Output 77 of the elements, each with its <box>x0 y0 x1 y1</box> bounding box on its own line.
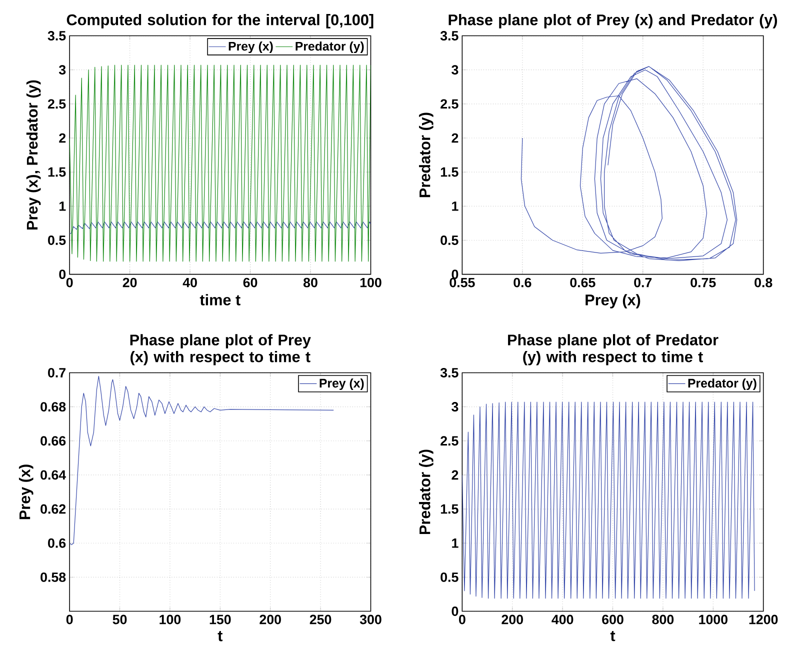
y-tick-label: 1.5 <box>440 504 458 514</box>
x-tick-label: 50 <box>112 614 127 624</box>
x-tick-label: 1000 <box>699 614 728 624</box>
y-tick-label: 2.5 <box>48 99 66 109</box>
y-tick-label: 3 <box>452 65 458 75</box>
line-series <box>462 402 755 599</box>
x-tick-label: 100 <box>360 278 382 288</box>
y-tick-label: 0 <box>59 270 66 280</box>
y-tick-label: 0.5 <box>48 236 66 245</box>
x-tick-label: 40 <box>182 278 197 288</box>
x-tick-label: 200 <box>260 614 281 624</box>
x-tick-label: 0.65 <box>570 278 596 288</box>
y-tick-label: 0 <box>452 606 458 616</box>
legend-label: Prey (x) <box>320 378 364 390</box>
x-tick-label: 20 <box>122 278 137 288</box>
x-tick-label: 1200 <box>749 614 778 624</box>
y-tick-label: 3.5 <box>440 31 458 41</box>
line-series <box>70 64 371 262</box>
y-axis-title: Predator (y) <box>419 450 434 534</box>
chart-title: Phase plane plot of Prey (x) with respect to time t <box>130 334 311 366</box>
y-axis-title: Prey (x) <box>18 464 34 520</box>
y-axis-title: Prey (x), Predator (y) <box>26 80 41 230</box>
y-tick-label: 0.66 <box>40 436 66 446</box>
y-tick-label: 0.64 <box>40 470 66 480</box>
y-tick-label: 3 <box>452 402 458 412</box>
x-tick-label: 250 <box>310 614 332 624</box>
y-tick-label: 0.68 <box>40 402 66 412</box>
y-tick-label: 1.5 <box>440 167 458 177</box>
x-tick-label: 80 <box>303 278 318 288</box>
y-tick-label: 2 <box>452 133 458 143</box>
x-axis-title: Prey (x) <box>586 294 640 308</box>
y-tick-label: 3 <box>58 65 66 75</box>
chart-title: Phase plane plot of Predator (y) with respect to time t <box>508 334 718 366</box>
x-axis-title: time t <box>200 294 240 306</box>
legend-label: Predator (y) <box>296 42 364 54</box>
y-tick-label: 3.5 <box>440 368 458 378</box>
x-axis-title: t <box>218 631 223 642</box>
y-tick-label: 2.5 <box>440 99 458 109</box>
x-tick-label: 150 <box>210 614 231 624</box>
x-tick-label: 800 <box>652 614 674 624</box>
line-series <box>70 222 371 234</box>
y-axis-title: Predator (y) <box>419 112 434 198</box>
y-tick-label: 2 <box>452 470 458 480</box>
x-tick-label: 200 <box>502 614 523 624</box>
y-tick-label: 0 <box>452 270 458 280</box>
x-tick-label: 0.55 <box>450 278 475 288</box>
x-tick-label: 0 <box>66 278 73 288</box>
x-tick-label: 0.6 <box>514 278 532 288</box>
y-tick-label: 2 <box>59 133 66 143</box>
x-tick-label: 300 <box>360 614 382 624</box>
chart-title: Phase plane plot of Prey (x) and Predator (y) <box>448 14 778 28</box>
y-tick-label: 3.5 <box>48 31 66 41</box>
y-tick-label: 0.6 <box>48 538 66 548</box>
y-tick-label: 1 <box>452 538 458 548</box>
y-tick-label: 0.62 <box>40 504 66 514</box>
x-tick-label: 0 <box>66 614 73 624</box>
legend-label: Prey (x) <box>228 42 273 54</box>
x-tick-label: 0.7 <box>634 278 652 288</box>
line-series <box>520 66 738 261</box>
x-tick-label: 60 <box>243 278 258 288</box>
x-axis-title: t <box>610 631 616 642</box>
chart-title: Computed solution for the interval [0,100] <box>66 14 374 28</box>
x-tick-label: 400 <box>552 614 574 624</box>
x-tick-label: 0.75 <box>690 278 716 288</box>
x-tick-label: 0 <box>459 614 466 624</box>
y-tick-label: 0.58 <box>40 572 66 582</box>
x-tick-label: 600 <box>602 614 624 624</box>
x-tick-label: 0.8 <box>754 278 772 288</box>
y-tick-label: 2.5 <box>440 436 458 446</box>
y-tick-label: 0.7 <box>48 368 66 378</box>
y-tick-label: 0.5 <box>440 572 458 582</box>
legend-label: Predator (y) <box>688 378 756 390</box>
y-tick-label: 1 <box>59 202 66 211</box>
y-tick-label: 1.5 <box>48 167 66 177</box>
y-tick-label: 1 <box>452 202 458 211</box>
x-tick-label: 100 <box>160 614 181 624</box>
y-tick-label: 0.5 <box>440 236 458 245</box>
